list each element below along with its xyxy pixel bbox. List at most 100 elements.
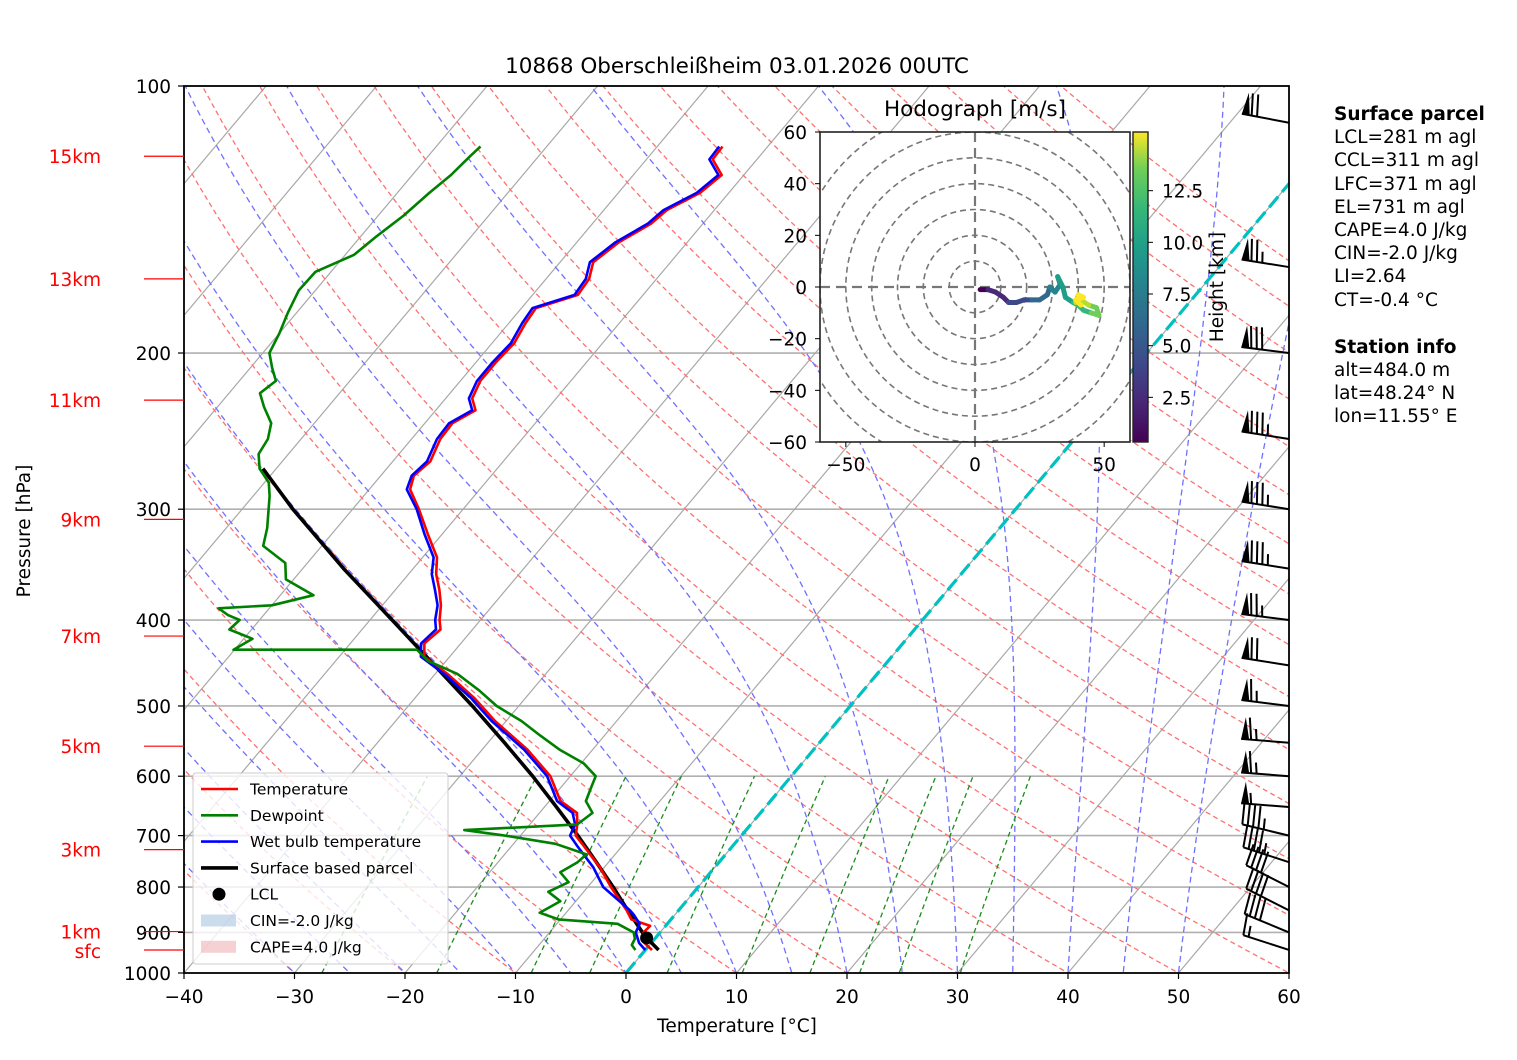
colorbar-tick-label: 7.5 bbox=[1162, 285, 1191, 306]
wind-barb bbox=[1241, 592, 1290, 622]
dry-adiabat bbox=[373, 86, 1289, 860]
barb-full bbox=[1248, 751, 1253, 774]
dry-adiabat bbox=[487, 86, 1289, 751]
colorbar bbox=[1132, 131, 1149, 443]
colorbar-tick-label: 12.5 bbox=[1162, 182, 1203, 203]
mixing-ratio-line bbox=[589, 775, 682, 973]
wind-barb bbox=[1241, 325, 1290, 355]
barb-flag bbox=[1241, 750, 1250, 774]
barb-full bbox=[1252, 804, 1257, 828]
wind-barbs bbox=[1241, 92, 1290, 951]
x-tick-label: 60 bbox=[1277, 987, 1301, 1008]
x-tick-label: 30 bbox=[946, 987, 970, 1008]
y-tick-label: 700 bbox=[136, 827, 171, 848]
hodograph-x-tick-label: 0 bbox=[969, 455, 981, 476]
mixing-ratio-line bbox=[898, 775, 974, 973]
barb-full bbox=[1243, 892, 1252, 915]
barb-full bbox=[1245, 867, 1255, 889]
barb-flag bbox=[1241, 717, 1250, 740]
barb-flag bbox=[1241, 781, 1250, 804]
dry-adiabat bbox=[201, 86, 1180, 973]
station-lat: lat=48.24° N bbox=[1334, 383, 1456, 405]
x-tick-label: −30 bbox=[275, 987, 314, 1008]
chart-title: 10868 Oberschleißheim 03.01.2026 00UTC bbox=[505, 54, 969, 79]
barb-flag bbox=[1241, 592, 1250, 616]
hodograph-y-tick-label: 60 bbox=[783, 123, 807, 144]
profile-temperature bbox=[408, 145, 724, 951]
barb-half bbox=[1254, 729, 1258, 741]
barb-full bbox=[1255, 872, 1265, 894]
moist-adiabat bbox=[1177, 319, 1289, 973]
profiles bbox=[217, 145, 724, 952]
wind-barb bbox=[1245, 867, 1290, 912]
barb-full bbox=[1247, 827, 1254, 850]
surface-parcel-ct: CT=-0.4 °C bbox=[1334, 289, 1438, 311]
lcl-marker bbox=[640, 931, 654, 945]
x-tick-label: −10 bbox=[496, 987, 535, 1008]
legend-label: CAPE=4.0 J/kg bbox=[250, 938, 362, 956]
height-label: 13km bbox=[49, 270, 101, 291]
barb-full bbox=[1242, 913, 1249, 936]
wind-barb bbox=[1241, 781, 1290, 809]
barb-staff bbox=[1242, 823, 1290, 837]
barb-full bbox=[1242, 825, 1249, 848]
barb-full bbox=[1248, 717, 1253, 740]
dry-adiabat bbox=[430, 86, 1289, 805]
info-panel: Surface parcel LCL=281 m agl CCL=311 m a… bbox=[1334, 103, 1485, 429]
hodograph-title: Hodograph [m/s] bbox=[884, 97, 1066, 122]
mixing-ratio-line bbox=[809, 775, 890, 973]
hodograph-y-tick-label: −60 bbox=[768, 433, 807, 454]
moist-adiabat bbox=[184, 361, 683, 973]
legend-label: CIN=-2.0 J/kg bbox=[250, 912, 354, 930]
dry-adiabat bbox=[316, 86, 1289, 916]
barb-flag bbox=[1241, 410, 1250, 433]
barb-full bbox=[1248, 894, 1257, 917]
isotherm-line bbox=[1067, 708, 1289, 973]
barb-flag bbox=[1241, 92, 1250, 116]
x-tick-label: 0 bbox=[620, 987, 632, 1008]
barb-flag bbox=[1241, 539, 1250, 563]
y-tick-label: 1000 bbox=[124, 964, 171, 985]
height-label: 9km bbox=[60, 510, 101, 531]
surface-parcel-heading: Surface parcel bbox=[1334, 104, 1485, 125]
colorbar-tick-label: 5.0 bbox=[1162, 337, 1191, 358]
height-label: 11km bbox=[49, 391, 101, 412]
y-tick-label: 900 bbox=[136, 923, 171, 944]
dry-adiabat bbox=[184, 264, 959, 973]
legend-item: CAPE=4.0 J/kg bbox=[201, 938, 362, 956]
moist-adiabat bbox=[286, 86, 848, 973]
profile-wet-bulb-temperature bbox=[405, 145, 721, 951]
isotherm-line bbox=[514, 86, 1262, 973]
isotherm-line bbox=[846, 445, 1289, 973]
dry-adiabat bbox=[184, 158, 1070, 973]
wind-barb bbox=[1242, 913, 1290, 951]
hodograph-y-tick-label: 40 bbox=[783, 175, 807, 196]
isotherm-line bbox=[184, 86, 378, 317]
y-axis-label: Pressure [hPa] bbox=[14, 465, 35, 598]
barb-flag bbox=[1241, 238, 1250, 261]
moist-adiabat bbox=[184, 618, 517, 973]
hodograph-x-tick-label: 50 bbox=[1092, 455, 1116, 476]
moist-adiabat bbox=[184, 460, 627, 973]
y-tick-label: 300 bbox=[136, 500, 171, 521]
barb-full bbox=[1259, 874, 1270, 897]
surface-parcel-lfc: LFC=371 m agl bbox=[1334, 173, 1477, 195]
barb-half bbox=[1263, 843, 1268, 855]
profile-dewpoint bbox=[217, 145, 637, 951]
station-info-heading: Station info bbox=[1334, 336, 1457, 358]
legend: Temperature Dewpoint Wet bulb temperature S… bbox=[192, 772, 449, 965]
axes: −40 −30 −20 −10 0 10 20 30 40 50 60100200300400500… bbox=[49, 77, 1301, 1008]
x-tick-label: 40 bbox=[1056, 987, 1080, 1008]
y-tick-label: 100 bbox=[136, 77, 171, 98]
moist-adiabat bbox=[184, 544, 572, 973]
hodograph-y-tick-label: −40 bbox=[768, 381, 807, 402]
barb-staff bbox=[1241, 258, 1290, 269]
moist-adiabat bbox=[590, 86, 959, 973]
height-label: sfc bbox=[75, 942, 101, 963]
moist-adiabat bbox=[817, 86, 1016, 973]
dry-adiabat bbox=[602, 86, 1289, 646]
barb-full bbox=[1250, 869, 1260, 892]
surface-parcel-cin: CIN=-2.0 J/kg bbox=[1334, 243, 1458, 265]
legend-label: LCL bbox=[250, 886, 278, 904]
moist-adiabat bbox=[184, 86, 793, 973]
